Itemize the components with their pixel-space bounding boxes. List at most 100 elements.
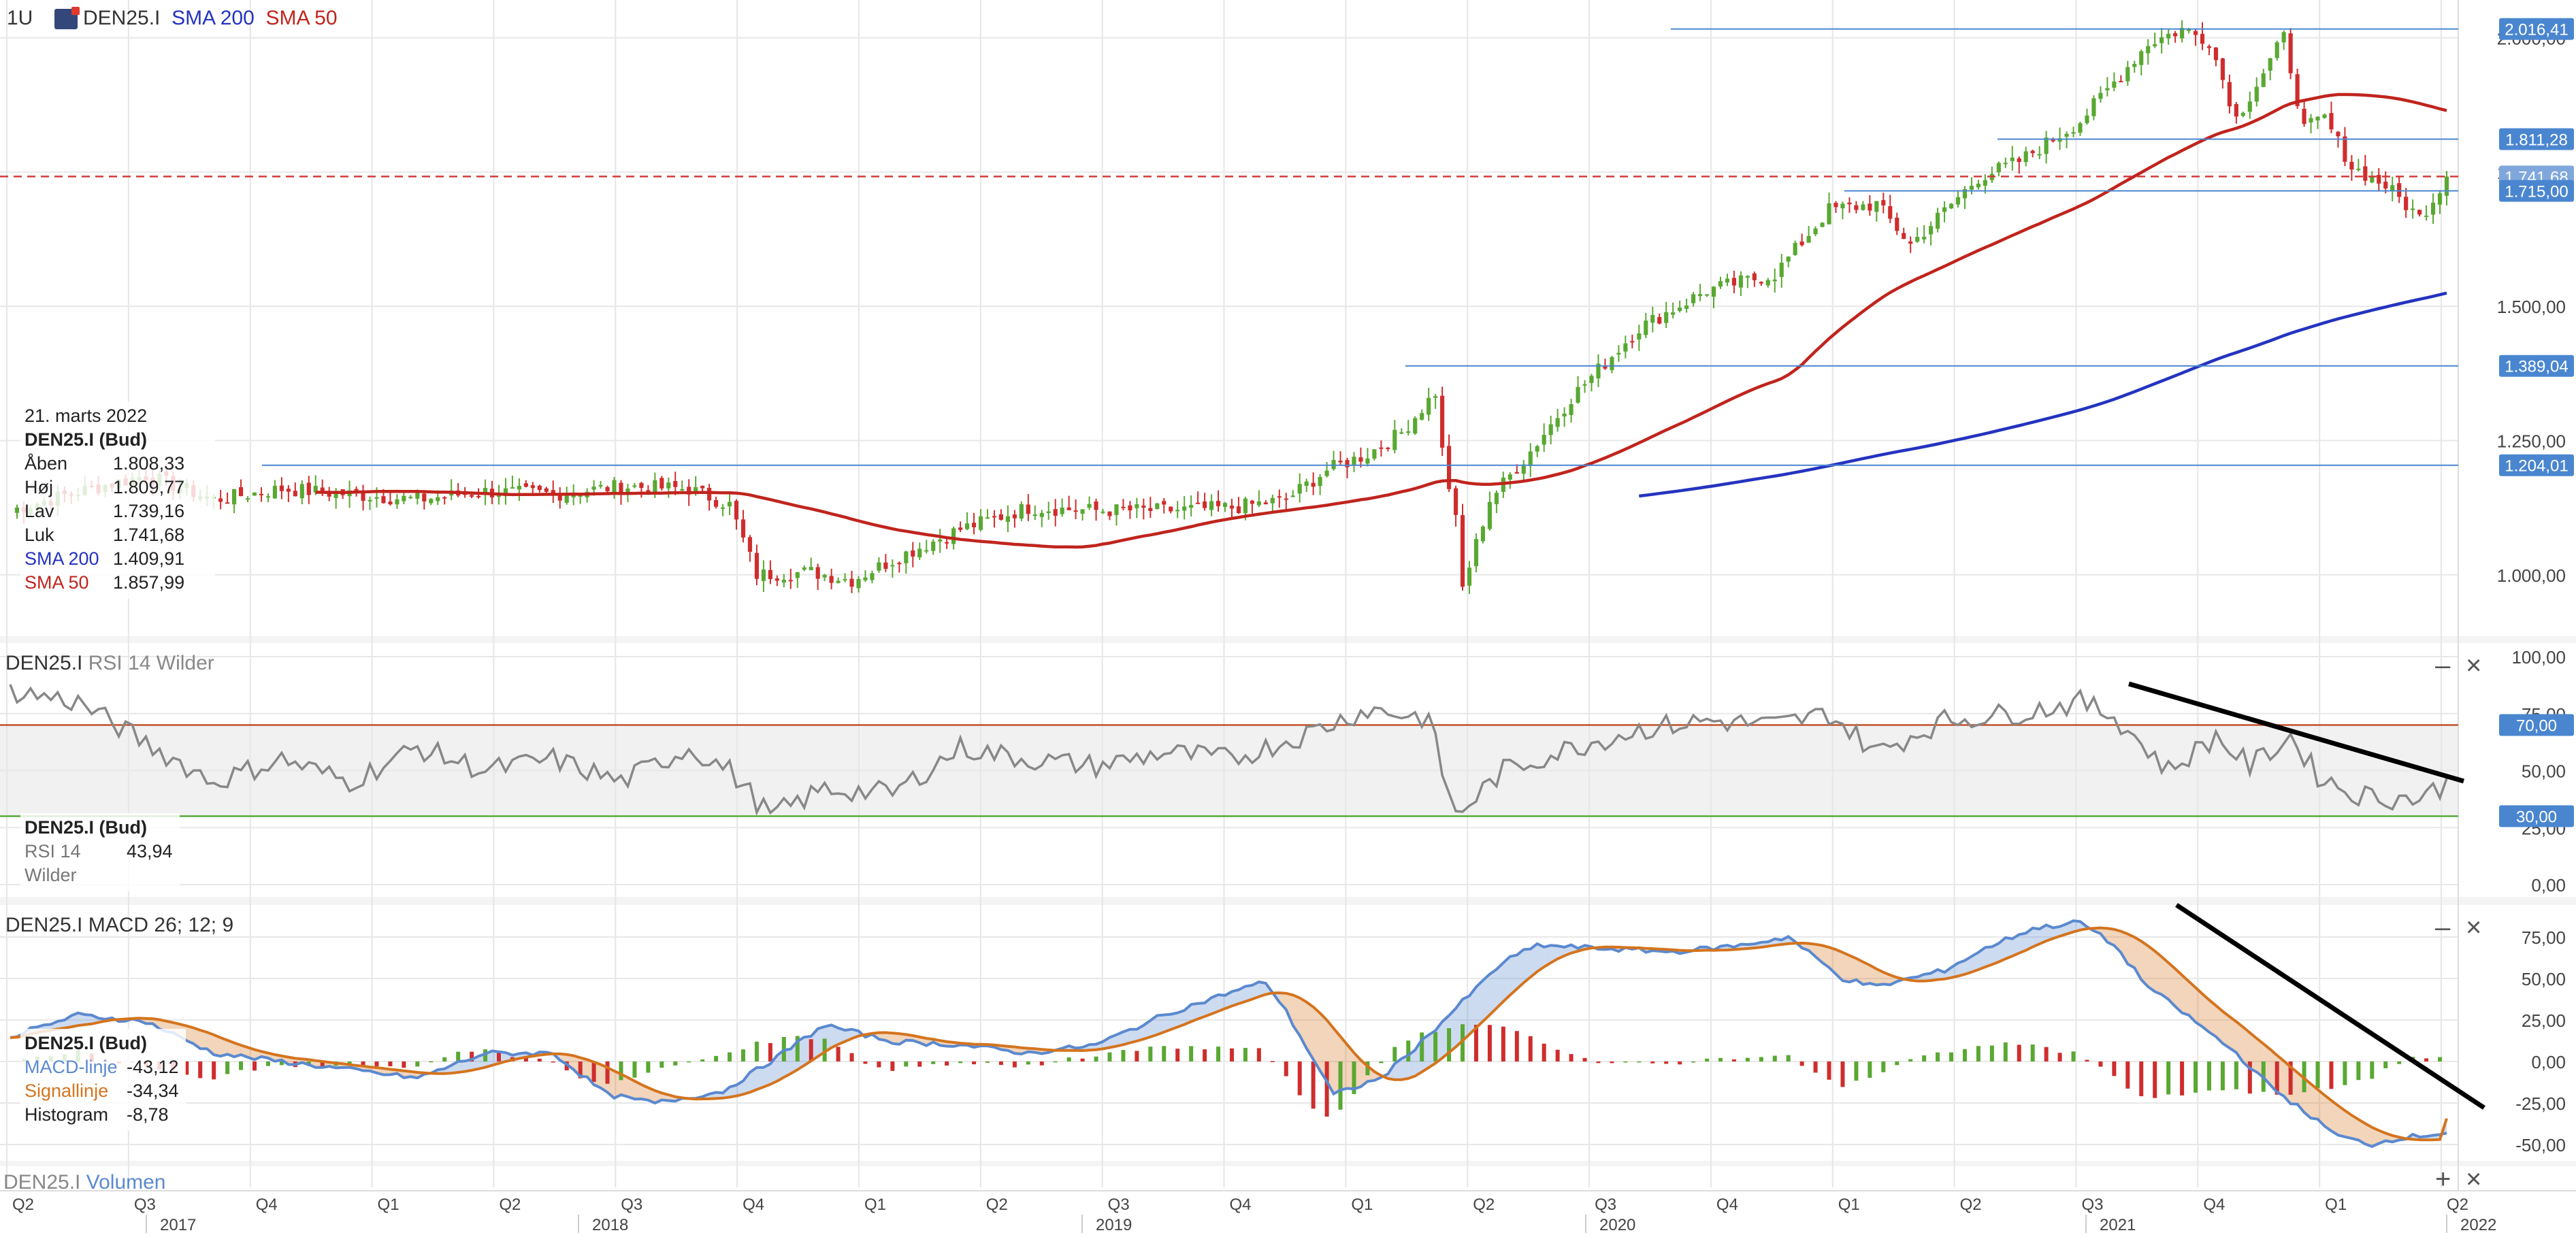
candle xyxy=(1053,509,1058,516)
candle xyxy=(2254,86,2259,102)
header-sma50[interactable]: SMA 50 xyxy=(265,7,338,29)
candle xyxy=(931,541,936,551)
candle xyxy=(1942,207,1947,212)
macd-histogram-bar xyxy=(958,1061,963,1064)
macd-fill xyxy=(2338,1105,2345,1137)
candle xyxy=(1162,501,1167,505)
macd-histogram-bar xyxy=(1473,1025,1478,1061)
candle xyxy=(1039,512,1044,517)
macd-fill xyxy=(1944,967,1952,979)
macd-fill xyxy=(1238,986,1245,1004)
candle xyxy=(1196,502,1201,504)
candle xyxy=(1297,484,1302,494)
macd-histogram-bar xyxy=(1745,1057,1750,1061)
macd-fill xyxy=(1157,1015,1164,1035)
macd-histogram-bar xyxy=(2356,1061,2361,1081)
panel-separator xyxy=(0,1161,2576,1166)
macd-histogram-bar xyxy=(849,1053,854,1061)
candle xyxy=(1779,262,1784,278)
macd-histogram-bar xyxy=(1039,1061,1044,1066)
panel-separator xyxy=(0,636,2576,643)
candle xyxy=(1793,242,1797,255)
macd-minimize-icon[interactable]: – xyxy=(2435,912,2451,942)
candle xyxy=(680,489,685,491)
macd-fill xyxy=(1191,1003,1199,1022)
candle xyxy=(2363,166,2368,181)
macd-line-label: MACD-linje xyxy=(25,1057,118,1077)
quarter-label: Q1 xyxy=(1351,1196,1373,1214)
candle xyxy=(2153,44,2157,47)
candle xyxy=(951,528,956,544)
candle xyxy=(1473,539,1479,567)
rsi-minimize-icon[interactable]: – xyxy=(2435,651,2451,680)
macd-histogram-bar xyxy=(1881,1061,1886,1072)
interval-label[interactable]: 1U xyxy=(7,7,33,29)
header-sma200[interactable]: SMA 200 xyxy=(172,7,255,29)
candle xyxy=(1494,493,1499,504)
volume-add-icon[interactable]: + xyxy=(2435,1164,2451,1194)
macd-fill xyxy=(627,1077,635,1100)
candle xyxy=(998,514,1004,520)
candle xyxy=(1243,498,1248,514)
candle xyxy=(422,493,427,501)
macd-close-icon[interactable]: × xyxy=(2466,912,2482,942)
macd-histogram-bar xyxy=(1148,1047,1153,1061)
candle xyxy=(1813,228,1818,235)
macd-fill xyxy=(2012,934,2019,957)
macd-fill xyxy=(1503,956,1510,1002)
macd-fill xyxy=(1130,1029,1137,1043)
candle xyxy=(1087,504,1092,508)
candle xyxy=(1562,413,1567,416)
candle xyxy=(1847,202,1852,205)
header-symbol: DEN25.I xyxy=(83,7,161,29)
candle xyxy=(2085,115,2089,123)
candle xyxy=(945,542,949,544)
macd-fill xyxy=(1211,994,1219,1015)
macd-histogram-bar xyxy=(1297,1061,1302,1096)
quarter-label: Q3 xyxy=(1108,1196,1130,1214)
macd-fill xyxy=(1177,1010,1185,1027)
macd-histogram-bar xyxy=(2030,1044,2035,1061)
macd-fill xyxy=(2032,927,2040,947)
candle xyxy=(1365,458,1370,464)
macd-histogram-bar xyxy=(1284,1061,1288,1076)
candle xyxy=(1060,507,1064,514)
macd-header[interactable]: DEN25.I MACD 26; 12; 9 xyxy=(5,914,233,937)
macd-histogram-bar xyxy=(1827,1061,1831,1080)
candle xyxy=(1772,279,1777,282)
candle xyxy=(843,578,847,580)
volume-header[interactable]: DEN25.I Volumen xyxy=(3,1171,165,1194)
macd-histogram-bar xyxy=(1555,1049,1560,1061)
candle xyxy=(883,562,888,570)
quarter-label: Q2 xyxy=(1473,1196,1495,1214)
instrument-header[interactable]: DEN25.I SMA 200 SMA 50 xyxy=(54,7,338,30)
rsi-legend-name: RSI 14 Wilder xyxy=(25,841,81,885)
candle xyxy=(381,496,386,504)
candle xyxy=(1644,320,1648,335)
macd-legend: DEN25.I (Bud) MACD-linje -43,12 Signallin… xyxy=(20,1029,186,1131)
candle xyxy=(2288,33,2293,73)
volume-close-icon[interactable]: × xyxy=(2466,1164,2482,1194)
macd-histogram-bar xyxy=(1854,1061,1859,1081)
candle xyxy=(1114,504,1119,515)
macd-histogram-bar xyxy=(1731,1059,1736,1061)
candle xyxy=(1718,281,1723,287)
candle xyxy=(639,482,644,489)
macd-histogram-bar xyxy=(1895,1061,1900,1066)
candle xyxy=(836,580,841,583)
macd-histogram-bar xyxy=(1392,1047,1397,1061)
candle xyxy=(1284,498,1288,500)
macd-histogram-bar xyxy=(2017,1044,2021,1061)
price-axis-label: 1.000,00 xyxy=(2497,565,2566,586)
rsi-header[interactable]: DEN25.I RSI 14 Wilder xyxy=(5,652,214,675)
candle xyxy=(1338,460,1343,463)
macd-axis-label: -25,00 xyxy=(2515,1093,2566,1114)
macd-histogram-bar xyxy=(470,1051,474,1061)
macd-histogram-bar xyxy=(863,1061,868,1064)
candle xyxy=(252,492,257,496)
candle xyxy=(2017,158,2021,163)
candle xyxy=(2444,176,2449,196)
macd-fill xyxy=(743,1072,750,1095)
rsi-close-icon[interactable]: × xyxy=(2466,651,2482,680)
